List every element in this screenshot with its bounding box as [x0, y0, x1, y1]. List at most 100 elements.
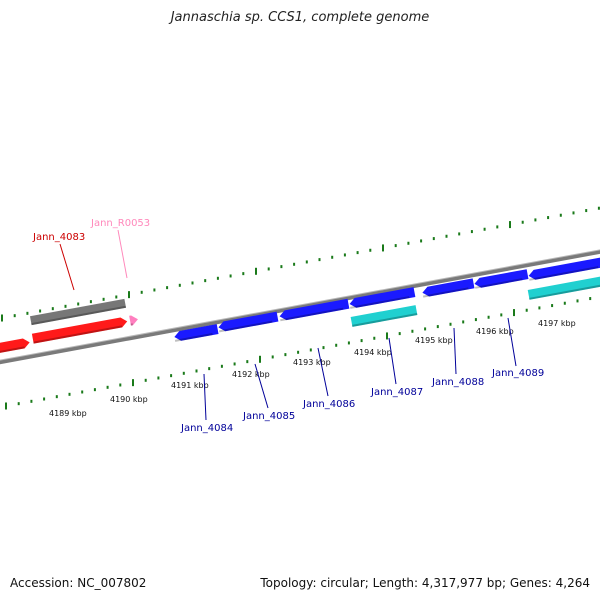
scale-minor-tick [182, 371, 185, 375]
scale-minor-tick [496, 225, 499, 229]
scale-minor-tick [208, 367, 211, 371]
scale-minor-tick [284, 353, 287, 357]
scale-minor-tick [458, 232, 461, 236]
scale-minor-tick [30, 399, 33, 403]
scale-minor-tick [462, 320, 465, 324]
gene-label-jann-4083[interactable]: Jann_4083 [32, 232, 85, 243]
scale-minor-tick [140, 290, 143, 294]
gene-leader-line [507, 317, 517, 367]
scale-minor-tick [204, 279, 207, 283]
scale-tick-label: 4189 kbp [49, 409, 87, 418]
scale-minor-tick [474, 318, 477, 322]
cds-arrow-jann-4083[interactable] [31, 316, 128, 344]
cds-arrow-jann-4087[interactable] [349, 287, 416, 309]
scale-minor-tick [445, 234, 448, 238]
scale-minor-tick [178, 283, 181, 287]
scale-minor-tick [13, 314, 16, 318]
scale-minor-tick [102, 297, 105, 301]
cds-arrow-jann-4085[interactable] [218, 311, 279, 333]
gene-label-jann-4088[interactable]: Jann_4088 [431, 377, 484, 388]
scale-minor-tick [394, 244, 397, 248]
scale-major-tick [386, 332, 388, 340]
scale-major-tick [5, 402, 7, 410]
scale-minor-tick [246, 360, 249, 364]
scale-minor-tick [26, 311, 29, 315]
scale-tick-label: 4193 kbp [293, 358, 331, 367]
scale-track-top [1, 206, 600, 322]
scale-minor-tick [487, 315, 490, 319]
scale-minor-tick [373, 336, 376, 340]
scale-tick-label: 4191 kbp [171, 381, 209, 390]
scale-minor-tick [144, 378, 147, 382]
scale-minor-tick [267, 267, 270, 271]
scale-minor-tick [563, 301, 566, 305]
scale-minor-tick [449, 322, 452, 326]
gene-label-jann-4089[interactable]: Jann_4089 [491, 368, 544, 379]
gene-leader-line [117, 229, 128, 279]
gene-leader-line [453, 327, 457, 375]
gene-label-jann-4087[interactable]: Jann_4087 [370, 387, 423, 398]
cds-arrow-upstream[interactable] [0, 337, 31, 355]
scale-major-tick [382, 244, 384, 252]
scale-major-tick [259, 355, 261, 363]
scale-minor-tick [347, 341, 350, 345]
scale-minor-tick [309, 348, 312, 352]
scale-minor-tick [398, 332, 401, 336]
rna-arrow-downstream[interactable] [527, 276, 600, 300]
scale-tick-label: 4196 kbp [476, 327, 514, 336]
gene-block-jann-4083[interactable] [29, 298, 127, 326]
gene-label-jann-4084[interactable]: Jann_4084 [180, 423, 233, 434]
cds-arrow-jann-4088[interactable] [422, 278, 475, 298]
scale-minor-tick [534, 218, 537, 222]
scale-minor-tick [331, 255, 334, 259]
scale-major-tick [128, 291, 130, 299]
scale-minor-tick [242, 272, 245, 276]
scale-minor-tick [432, 237, 435, 241]
scale-minor-tick [322, 346, 325, 350]
scale-minor-tick [106, 385, 109, 389]
scale-minor-tick [68, 392, 71, 396]
scale-minor-tick [115, 295, 118, 299]
scale-minor-tick [191, 281, 194, 285]
scale-minor-tick [369, 248, 372, 252]
gene-leader-line [59, 243, 75, 291]
scale-major-tick [255, 267, 257, 275]
scale-minor-tick [220, 364, 223, 368]
scale-minor-tick [356, 251, 359, 255]
scale-minor-tick [576, 299, 579, 303]
gene-label-jann-4085[interactable]: Jann_4085 [242, 411, 295, 422]
scale-minor-tick [195, 369, 198, 373]
gene-leader-line [317, 347, 329, 397]
scale-minor-tick [318, 258, 321, 262]
scale-minor-tick [411, 329, 414, 333]
rna-arrow-jann-4087[interactable] [350, 305, 418, 327]
scale-minor-tick [166, 286, 169, 290]
cds-arrow-downstream[interactable] [528, 257, 600, 281]
scale-minor-tick [551, 304, 554, 308]
genome-backbone [0, 249, 600, 365]
scale-minor-tick [500, 313, 503, 317]
scale-minor-tick [271, 355, 274, 359]
scale-minor-tick [424, 327, 427, 331]
scale-minor-tick [547, 216, 550, 220]
scale-minor-tick [483, 227, 486, 231]
cds-arrow-jann-4089[interactable] [474, 269, 529, 289]
scale-minor-tick [64, 304, 67, 308]
scale-minor-tick [43, 397, 46, 401]
cds-arrow-jann-4086[interactable] [279, 298, 350, 322]
scale-minor-tick [170, 374, 173, 378]
cds-arrow-jann-4084[interactable] [173, 324, 219, 342]
scale-minor-tick [521, 220, 524, 224]
scale-major-tick [132, 379, 134, 387]
scale-minor-tick [407, 241, 410, 245]
scale-minor-tick [89, 300, 92, 304]
gene-label-jann-r0053[interactable]: Jann_R0053 [90, 218, 150, 229]
scale-minor-tick [293, 262, 296, 266]
gene-leader-line [254, 363, 269, 409]
rna-arrow-jann-r0053[interactable] [129, 314, 139, 326]
scale-minor-tick [77, 302, 80, 306]
scale-minor-tick [229, 274, 232, 278]
gene-label-jann-4086[interactable]: Jann_4086 [302, 399, 355, 410]
scale-major-tick [509, 221, 511, 229]
